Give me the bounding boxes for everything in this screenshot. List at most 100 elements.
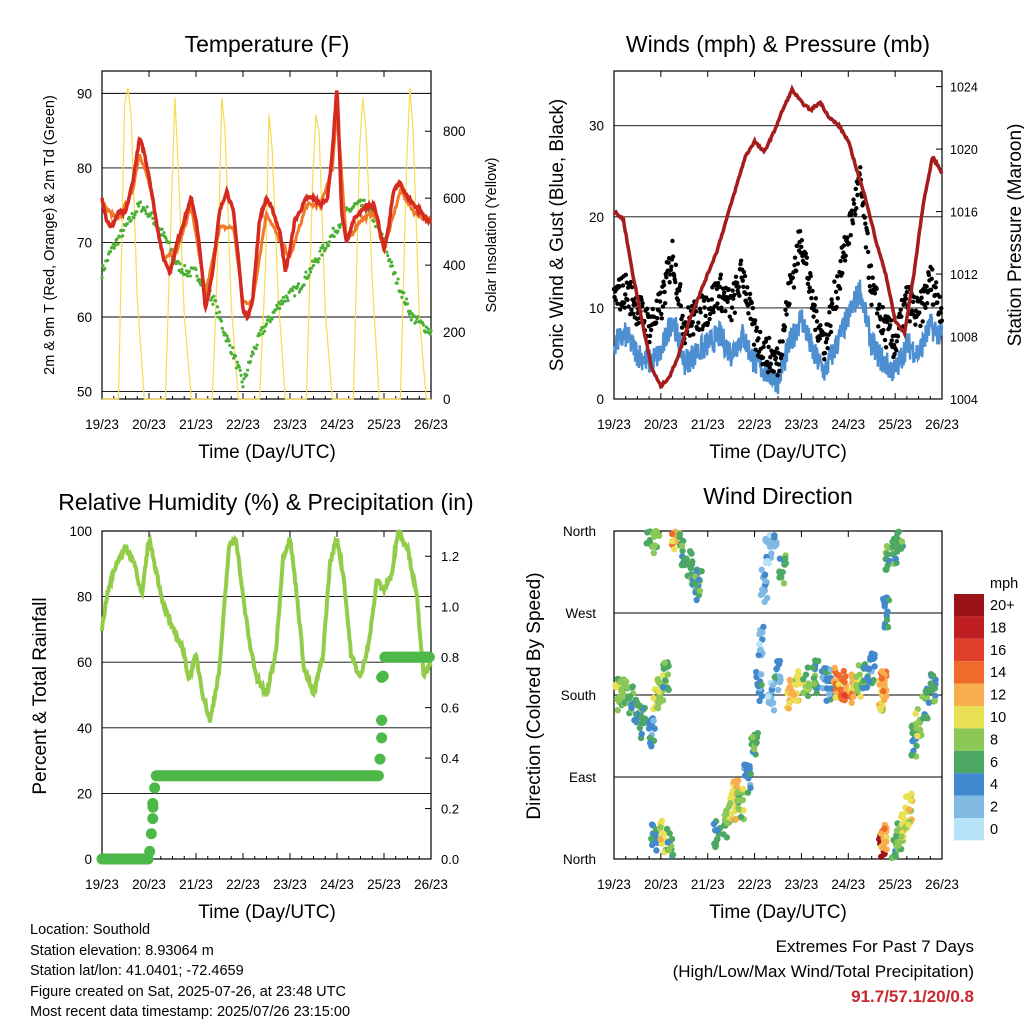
dewpoint-point xyxy=(144,212,148,216)
gust-point xyxy=(741,284,746,289)
direction-point xyxy=(648,841,656,849)
gust-point xyxy=(841,250,846,255)
direction-point xyxy=(848,699,855,707)
gust-point xyxy=(828,329,834,335)
gust-point xyxy=(715,301,720,306)
direction-point xyxy=(779,568,786,576)
dewpoint-point xyxy=(372,219,376,223)
gust-point xyxy=(822,356,827,362)
direction-point xyxy=(692,581,699,588)
direction-point xyxy=(678,542,686,550)
dewpoint-point xyxy=(302,283,306,287)
gust-point xyxy=(673,279,678,285)
gust-point xyxy=(832,279,837,284)
direction-point xyxy=(884,623,892,631)
direction-point xyxy=(812,657,819,664)
dewpoint-point xyxy=(232,356,236,360)
gust-point xyxy=(620,283,626,288)
direction-point xyxy=(889,543,896,551)
direction-point xyxy=(915,719,923,726)
dewpoint-point xyxy=(258,333,262,337)
direction-point xyxy=(683,555,690,562)
direction-point xyxy=(923,694,931,701)
direction-point xyxy=(737,813,745,821)
dewpoint-point xyxy=(130,211,134,216)
direction-point xyxy=(756,640,763,648)
dewpoint-point xyxy=(266,315,270,319)
gust-point xyxy=(804,255,810,260)
direction-point xyxy=(669,537,676,545)
speed-legend-swatch xyxy=(954,616,984,639)
dewpoint-point xyxy=(297,290,301,294)
direction-point xyxy=(688,550,695,557)
direction-point xyxy=(647,739,654,747)
gust-point xyxy=(829,297,834,302)
temperature-y2tick-label: 0 xyxy=(443,392,451,407)
speed-legend-title: mph xyxy=(990,576,1018,592)
dewpoint-point xyxy=(327,240,332,244)
direction-point xyxy=(764,557,771,565)
dewpoint-point xyxy=(275,303,279,307)
temperature-ylabel-right: Solar Insolation (Yellow) xyxy=(484,157,500,312)
direction-point xyxy=(760,623,767,631)
direction-point xyxy=(769,682,777,689)
gust-point xyxy=(740,278,745,283)
direction-point xyxy=(727,799,734,807)
direction-point xyxy=(786,676,793,684)
gust-point xyxy=(783,307,788,313)
direction-point xyxy=(614,707,621,714)
gust-point xyxy=(918,323,923,329)
direction-point xyxy=(638,730,645,738)
winds-y2tick-label: 1016 xyxy=(950,206,978,220)
direction-ytick-label: North xyxy=(563,852,596,867)
gust-point xyxy=(629,284,635,290)
direction-axes xyxy=(613,530,943,860)
gust-point xyxy=(703,313,708,319)
gust-point xyxy=(674,291,679,296)
dewpoint-point xyxy=(324,246,328,251)
direction-point xyxy=(664,671,672,678)
dewpoint-point xyxy=(215,311,219,315)
direction-point xyxy=(927,686,934,694)
gust-point xyxy=(659,311,664,317)
gust-point xyxy=(817,336,822,341)
gust-point xyxy=(787,301,792,307)
dewpoint-point xyxy=(245,373,249,377)
direction-point xyxy=(825,690,833,698)
direction-point xyxy=(758,629,765,636)
speed-legend: 20+ 18 16 14 12 10 8 6 4 2 0 xyxy=(954,594,1015,841)
direction-point xyxy=(871,651,878,658)
gust-point xyxy=(732,292,737,298)
gust-point xyxy=(765,370,771,375)
gust-point xyxy=(667,280,672,285)
direction-point xyxy=(898,833,905,840)
dewpoint-point xyxy=(358,198,363,202)
gust-point xyxy=(664,274,669,280)
speed-legend-label: 12 xyxy=(990,688,1006,704)
dewpoint-point xyxy=(183,264,187,268)
dewpoint-point xyxy=(125,222,129,226)
location-text: Location: Southold xyxy=(30,922,151,938)
direction-point xyxy=(932,692,939,700)
direction-point xyxy=(633,719,640,726)
dewpoint-point xyxy=(106,259,110,263)
direction-point xyxy=(660,830,668,838)
direction-point xyxy=(650,694,657,702)
gust-point xyxy=(730,288,735,293)
direction-point xyxy=(750,745,758,753)
humidity-axes xyxy=(101,530,432,860)
temperature-xtick-label: 25/23 xyxy=(367,417,401,432)
gust-point xyxy=(738,258,744,263)
gust-point xyxy=(718,272,724,277)
dewpoint-point xyxy=(237,365,241,369)
direction-ylabel-left: Direction (Colored By Speed) xyxy=(524,572,545,819)
elevation-text: Station elevation: 8.93064 m xyxy=(30,942,214,959)
direction-point xyxy=(646,734,654,742)
gust-point xyxy=(876,306,882,311)
gust-point xyxy=(700,327,705,332)
direction-point xyxy=(813,689,820,697)
winds-xtick-label: 24/23 xyxy=(831,417,865,432)
gust-point xyxy=(924,301,930,306)
temperature-title: Temperature (F) xyxy=(185,31,350,57)
